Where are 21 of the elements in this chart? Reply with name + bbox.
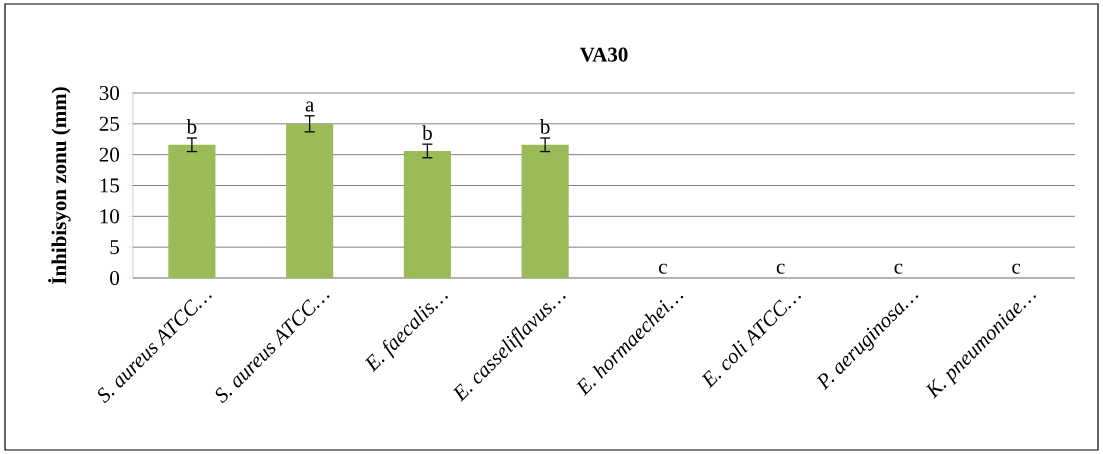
data-label: c <box>1012 263 1021 274</box>
y-tick-label: 25 <box>99 116 119 131</box>
bar <box>286 123 334 278</box>
chart-title: VA30 <box>579 47 628 62</box>
y-axis-title: İnhibisyon zonu (mm) <box>48 87 71 284</box>
y-tick-label: 30 <box>99 85 120 101</box>
data-label: c <box>776 263 785 274</box>
y-tick-label: 5 <box>110 240 119 255</box>
y-tick-label: 20 <box>99 147 120 162</box>
bar <box>168 144 216 278</box>
data-label: b <box>186 119 197 134</box>
data-label: c <box>894 263 903 274</box>
y-tick-label: 10 <box>100 209 120 224</box>
y-tick-label: 15 <box>100 178 119 193</box>
bar <box>403 150 451 278</box>
data-label: b <box>539 119 550 134</box>
y-tick-label: 0 <box>110 270 120 286</box>
data-label: b <box>422 125 432 140</box>
bar <box>521 144 569 278</box>
data-label: a <box>305 101 315 112</box>
data-label: c <box>659 263 667 274</box>
